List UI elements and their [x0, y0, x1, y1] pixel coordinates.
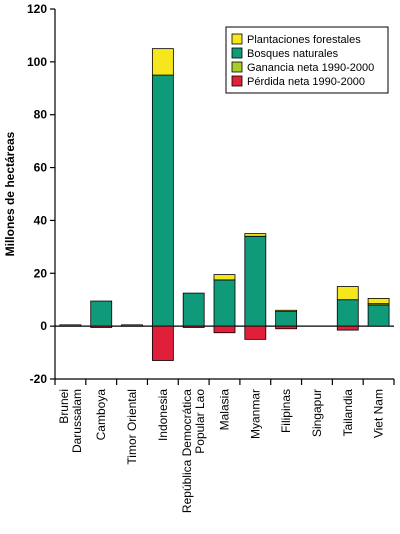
y-tick-label: 100 [27, 55, 47, 69]
x-category-label: Malasia [218, 389, 232, 431]
x-category-label: República Democrática [180, 389, 194, 513]
x-category-label: Viet Nam [372, 389, 386, 438]
x-category-label: Timor Oriental [125, 389, 139, 465]
x-category-label: Filipinas [279, 389, 293, 433]
x-category-label: Popular Lao [193, 389, 207, 454]
bar-segment-plantaciones [275, 309, 298, 313]
legend-swatch [231, 61, 243, 73]
bar-segment-perdida [213, 325, 236, 334]
legend-entry: Bosques naturales [247, 48, 339, 60]
y-tick-label: 120 [27, 2, 47, 16]
bar-segment-perdida [336, 325, 359, 331]
bar-segment-perdida [275, 325, 298, 330]
bar-segment-perdida [244, 325, 267, 340]
bar-segment-plantaciones [151, 48, 174, 76]
legend-entry: Ganancia neta 1990-2000 [247, 62, 374, 74]
legend-swatch [231, 33, 243, 45]
x-category-label: Myanmar [248, 389, 262, 439]
bar-segment-bosques [182, 292, 205, 327]
y-axis-label: Millones de hectáreas [3, 131, 17, 256]
bar-segment-bosques [151, 74, 174, 327]
x-category-label: Brunei [57, 389, 71, 424]
bar-segment-bosques [367, 304, 390, 327]
y-tick-label: -20 [30, 372, 48, 386]
bar-segment-plantaciones [367, 297, 390, 305]
bar-segment-bosques [90, 300, 113, 327]
y-tick-label: 0 [40, 319, 47, 333]
bar-segment-plantaciones [244, 233, 267, 237]
legend-entry: Pérdida neta 1990-2000 [247, 76, 365, 88]
bar-segment-plantaciones [213, 274, 236, 281]
bar-segment-perdida [151, 325, 174, 361]
x-category-label: Tailandia [341, 389, 355, 437]
bar-segment-perdida [90, 325, 113, 328]
legend-entry: Plantaciones forestales [247, 34, 361, 46]
x-category-label: Darussalam [70, 389, 84, 453]
bar-segment-plantaciones [336, 286, 359, 301]
legend-box [225, 26, 389, 94]
y-tick-label: 60 [34, 161, 48, 175]
y-tick-label: 40 [34, 213, 48, 227]
bar-segment-bosques [336, 299, 359, 327]
x-category-label: Camboya [94, 389, 108, 441]
legend-swatch [231, 47, 243, 59]
x-category-label: Singapur [310, 389, 324, 437]
bar-segment-bosques [121, 324, 143, 327]
bar-segment-bosques [275, 311, 298, 327]
bar-segment-bosques [59, 324, 82, 327]
bar-segment-bosques [244, 235, 267, 327]
x-category-label: Indonesia [156, 389, 170, 441]
bar-segment-perdida [182, 325, 205, 328]
y-tick-label: 80 [34, 108, 48, 122]
y-tick-label: 20 [34, 266, 48, 280]
legend-swatch [231, 75, 243, 87]
bar-segment-bosques [213, 279, 236, 327]
